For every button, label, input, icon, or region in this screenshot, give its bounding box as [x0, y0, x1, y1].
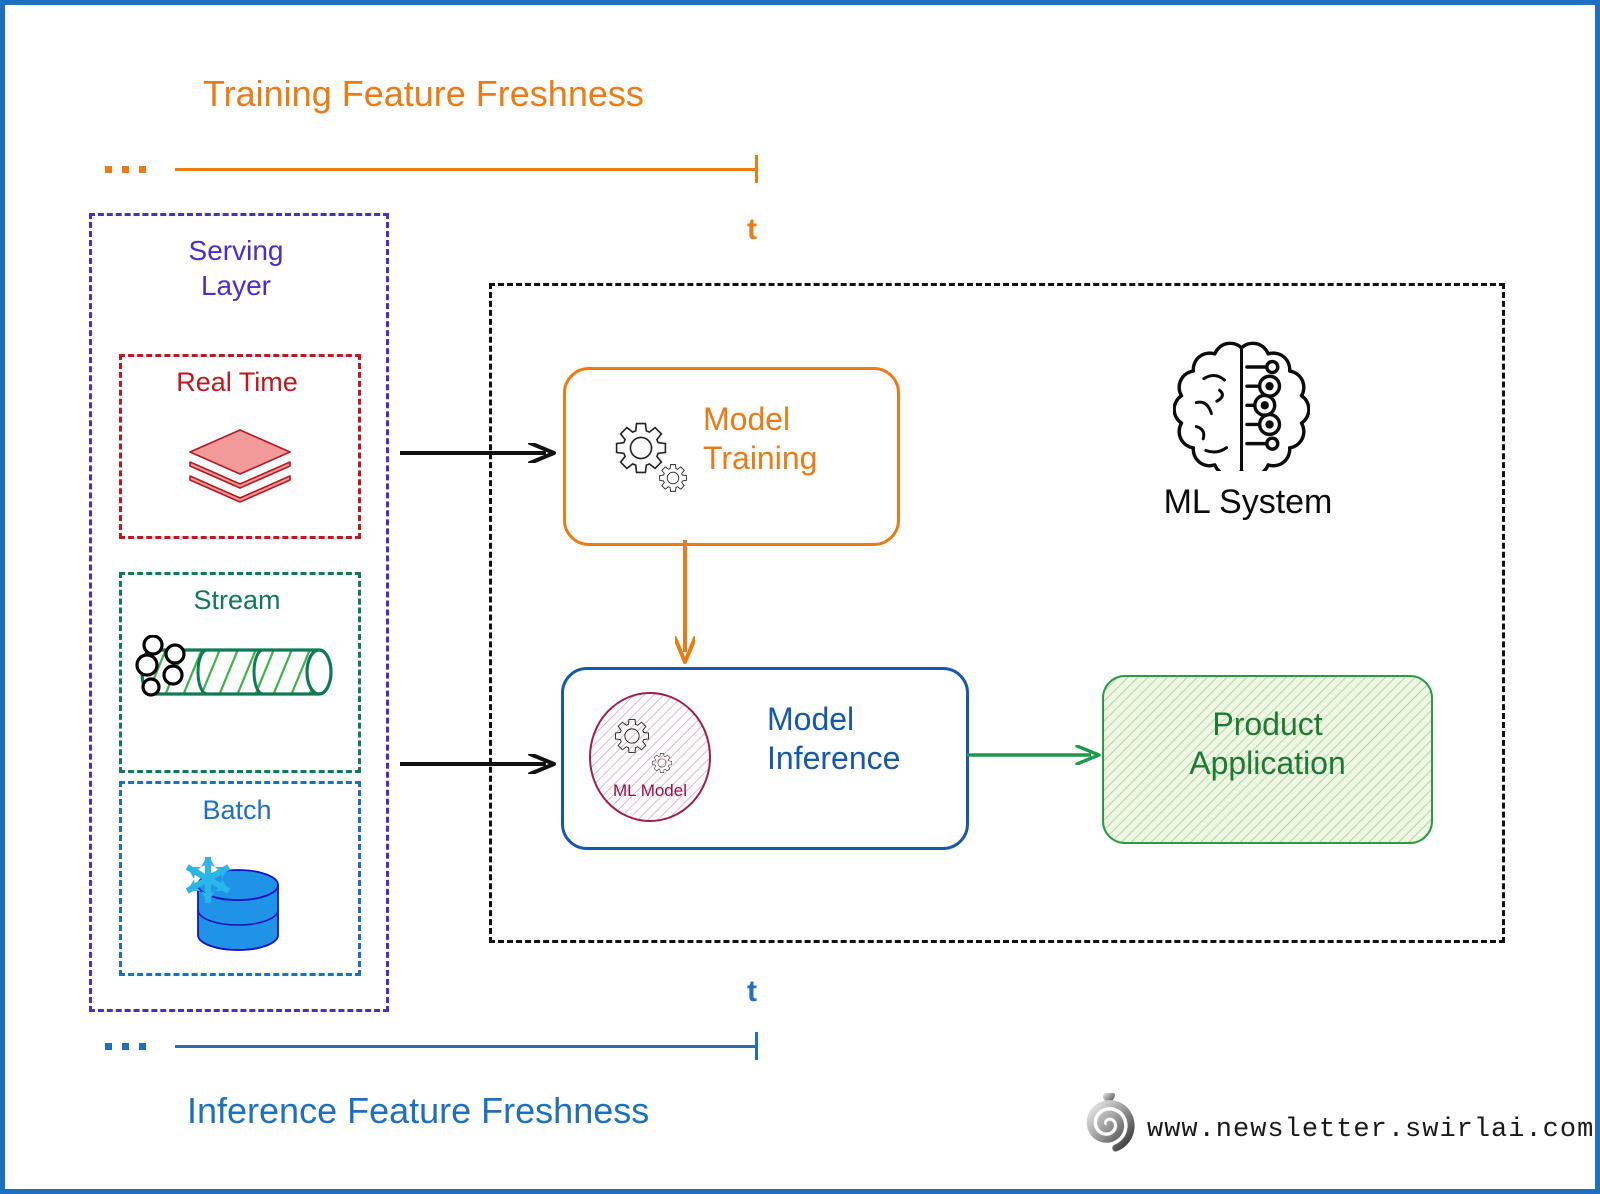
svg-text:ML Model: ML Model	[613, 781, 687, 800]
